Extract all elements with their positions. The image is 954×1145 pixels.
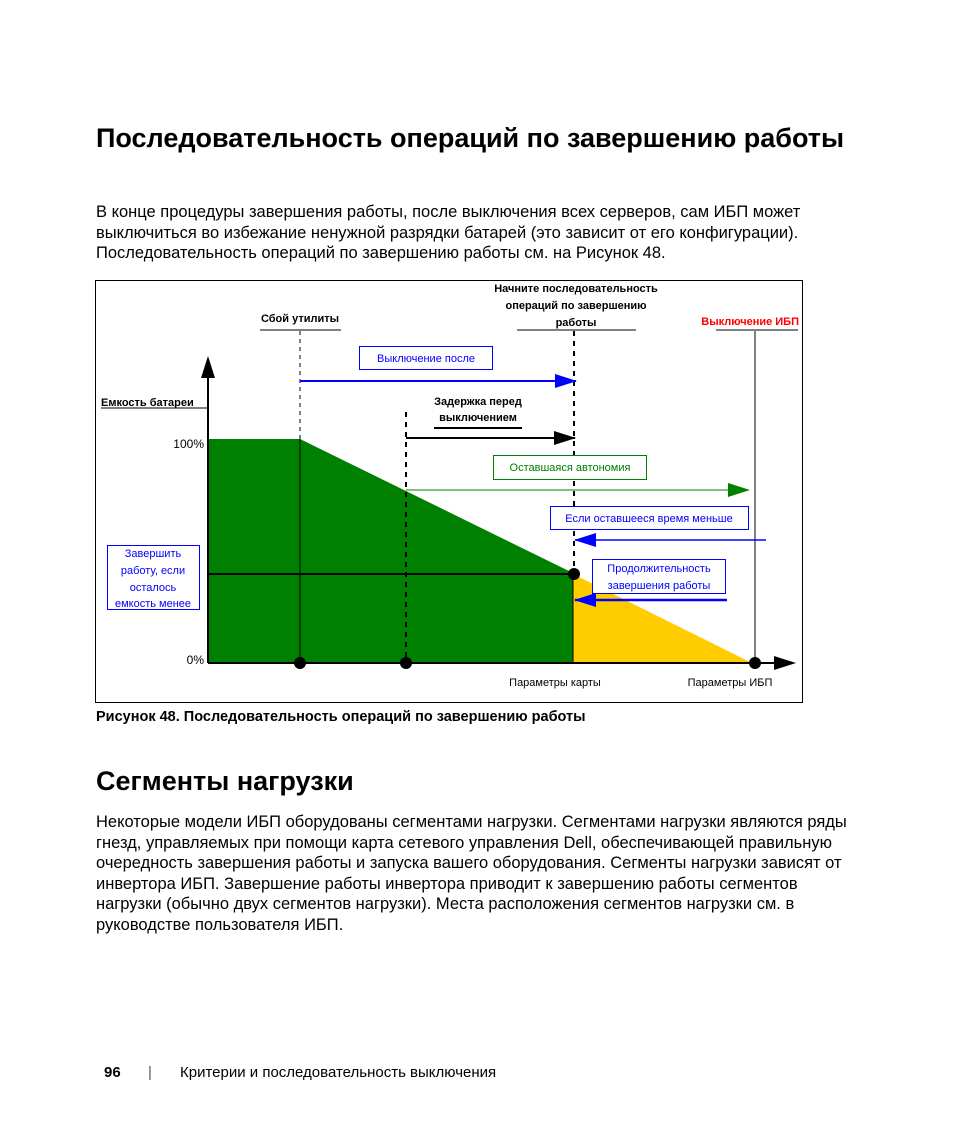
battery-capacity-label: Емкость батареи <box>101 397 194 409</box>
shutdown-if-capacity-label-1: Завершить <box>125 548 182 560</box>
shutdown-sequence-paragraph: В конце процедуры завершения работы, пос… <box>96 203 801 263</box>
delay-point <box>400 657 412 669</box>
if-remaining-less-label: Если оставшееся время меньше <box>565 513 732 525</box>
ups-params-label: Параметры ИБП <box>688 677 773 689</box>
page-number: 96 <box>104 1064 121 1081</box>
shutdown-if-capacity-box <box>107 545 200 610</box>
load-segments-paragraph: Некоторые модели ИБП оборудованы сегмент… <box>96 813 847 934</box>
shutdown-if-capacity-label-2: работу, если <box>121 565 185 577</box>
off-after-label: Выключение после <box>377 353 475 365</box>
y-tick-100: 100% <box>173 437 204 451</box>
ups-off-point <box>749 657 761 669</box>
start-sequence-label-2: операций по завершению <box>505 300 646 312</box>
remaining-runtime-label: Оставшаяся автономия <box>510 462 631 474</box>
if-remaining-less-box <box>550 506 749 530</box>
reserve-capacity-area <box>573 574 752 663</box>
battery-capacity-area <box>208 439 573 663</box>
section-title-shutdown-sequence: Последовательность операций по завершени… <box>96 123 845 153</box>
section-title-load-segments: Сегменты нагрузки <box>96 766 354 796</box>
y-tick-0: 0% <box>187 653 205 667</box>
start-sequence-label-3: работы <box>556 317 597 329</box>
delay-label-2: выключением <box>439 412 517 424</box>
threshold-point <box>568 568 580 580</box>
shutdown-duration-label-2: завершения работы <box>608 580 711 592</box>
shutdown-if-capacity-label-3: осталось <box>130 582 177 594</box>
shutdown-if-capacity-label-4: емкость менее <box>115 598 191 610</box>
card-params-label: Параметры карты <box>509 677 601 689</box>
utility-failure-point <box>294 657 306 669</box>
off-after-box <box>359 346 493 370</box>
start-sequence-label-1: Начните последовательность <box>494 283 658 295</box>
remaining-runtime-box <box>493 455 647 480</box>
figure-caption: Рисунок 48. Последовательность операций … <box>96 709 586 725</box>
ups-off-label: Выключение ИБП <box>701 316 799 328</box>
shutdown-sequence-diagram: Сбой утилиты Начните последовательность … <box>95 280 803 703</box>
x-axis-arrow-icon <box>774 656 796 670</box>
utility-failure-label: Сбой утилиты <box>261 313 339 325</box>
delay-label-1: Задержка перед <box>434 396 522 408</box>
shutdown-duration-box <box>592 559 726 594</box>
chapter-title: Критерии и последовательность выключения <box>180 1064 497 1081</box>
shutdown-duration-label-1: Продолжительность <box>607 563 711 575</box>
y-axis-arrow-icon <box>201 356 215 378</box>
footer-separator: | <box>148 1064 152 1081</box>
